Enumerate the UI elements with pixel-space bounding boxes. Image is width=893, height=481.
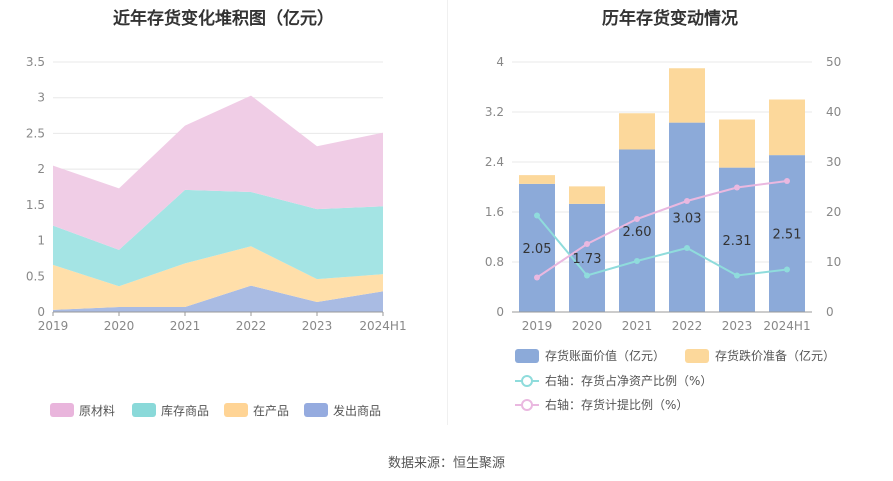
- left-legend-swatch: [224, 403, 248, 417]
- panel-divider: [447, 0, 448, 425]
- left-x-tick-label: 2019: [38, 319, 69, 333]
- right-legend-item[interactable]: 存货跌价准备（亿元）: [685, 348, 835, 363]
- bar-value-label: 2.05: [523, 242, 552, 257]
- bar-value-label: 2.51: [773, 228, 802, 243]
- right-right-axis-tick-label: 30: [826, 155, 841, 169]
- left-x-tick-label: 2024H1: [359, 319, 406, 333]
- right-chart-title: 历年存货变动情况: [602, 9, 738, 29]
- left-legend-item[interactable]: 在产品: [224, 403, 289, 418]
- line-point-1: [634, 216, 640, 222]
- right-legend-marker: [521, 399, 533, 411]
- left-legend-swatch: [304, 403, 328, 417]
- right-legend-label: 右轴：存货计提比例（%）: [545, 397, 688, 412]
- right-left-axis-tick-label: 1.6: [485, 205, 504, 219]
- line-series-0: [536, 214, 788, 277]
- bar-series-0: [519, 183, 555, 312]
- right-legend-label: 存货账面价值（亿元）: [545, 348, 665, 363]
- right-right-axis-tick-label: 0: [826, 305, 834, 319]
- line-point-1: [534, 274, 540, 281]
- bar-series-0: [619, 149, 655, 312]
- left-legend-swatch: [132, 403, 156, 417]
- line-point-0: [634, 258, 640, 264]
- right-right-axis-tick-label: 50: [826, 55, 841, 69]
- left-legend-item[interactable]: 原材料: [50, 403, 115, 418]
- line-point-1: [734, 184, 740, 191]
- right-x-tick-label: 2021: [622, 319, 653, 333]
- right-right-axis-tick-label: 20: [826, 205, 841, 219]
- left-legend-item[interactable]: 发出商品: [304, 403, 381, 418]
- stacked-area-chart: 0 0.5 1 1.5 2 2.5 3 3.5 2019 2020 2021 2022 2023 2024…: [26, 55, 407, 418]
- left-y-tick-label: 2.5: [26, 126, 45, 140]
- left-y-tick-label: 1: [37, 234, 45, 248]
- bar-series-1: [619, 113, 655, 150]
- right-legend-marker: [521, 375, 533, 387]
- right-x-tick-label: 2020: [572, 319, 603, 333]
- left-x-tick-label: 2023: [302, 319, 333, 333]
- bar-value-label: 3.03: [673, 211, 702, 226]
- bar-series-0: [669, 122, 705, 312]
- stacked-area-chart-panel: 近年存货变化堆积图（亿元） 0 0.5 1 1.5 2 2.5 3 3.5 2019 2020 20…: [0, 0, 447, 440]
- line-point-1: [784, 178, 790, 184]
- left-legend-label: 发出商品: [333, 403, 381, 418]
- right-legend-item[interactable]: 右轴：存货占净资产比例（%）: [515, 373, 712, 388]
- right-left-axis-tick-label: 3.2: [485, 105, 504, 119]
- right-legend-item[interactable]: 右轴：存货计提比例（%）: [515, 397, 688, 412]
- left-x-tick-label: 2021: [170, 319, 201, 333]
- area-series-1: [53, 246, 383, 310]
- right-x-tick-label: 2019: [522, 319, 553, 333]
- left-y-tick-label: 2: [37, 162, 45, 176]
- left-legend-item[interactable]: 库存商品: [132, 403, 209, 418]
- right-left-axis-tick-label: 4: [496, 55, 504, 69]
- right-legend-label: 右轴：存货占净资产比例（%）: [545, 373, 712, 388]
- left-legend-label: 原材料: [79, 404, 115, 418]
- left-x-tick-label: 2022: [236, 319, 267, 333]
- left-x-tick-label: 2020: [104, 319, 135, 333]
- area-series-0: [53, 285, 383, 312]
- left-legend-swatch: [50, 403, 74, 417]
- left-legend-label: 在产品: [253, 404, 289, 418]
- bar-value-label: 1.73: [573, 252, 602, 267]
- right-legend-swatch: [685, 349, 709, 363]
- area-series-2: [53, 189, 383, 287]
- right-right-axis-tick-label: 10: [826, 255, 841, 269]
- right-left-axis-tick-label: 2.4: [485, 155, 504, 169]
- right-legend-label: 存货跌价准备（亿元）: [715, 348, 835, 363]
- bar-series-0: [569, 203, 605, 312]
- bar-series-1: [669, 68, 705, 123]
- bar-line-chart-panel: 历年存货变动情况 0 0.8 1.6 2.4 3.2 4 0 10 20 30 40 50 2019 20…: [447, 0, 893, 440]
- right-x-tick-label: 2022: [672, 319, 703, 333]
- right-legend-swatch: [515, 349, 539, 363]
- bar-value-label: 2.60: [623, 225, 652, 240]
- line-series-1: [536, 180, 788, 279]
- line-point-1: [584, 241, 590, 247]
- line-point-0: [584, 272, 590, 279]
- bar-series-1: [719, 119, 755, 168]
- left-y-tick-label: 3.5: [26, 55, 45, 69]
- left-y-tick-label: 1.5: [26, 198, 45, 212]
- right-left-axis-tick-label: 0.8: [485, 255, 504, 269]
- right-x-tick-label: 2024H1: [763, 319, 810, 333]
- line-point-1: [684, 198, 690, 204]
- bar-series-1: [769, 99, 805, 156]
- line-point-0: [734, 272, 740, 279]
- left-chart-title: 近年存货变化堆积图（亿元）: [113, 9, 334, 29]
- left-y-tick-label: 3: [37, 91, 45, 105]
- area-series-3: [53, 95, 383, 250]
- line-point-0: [534, 212, 540, 219]
- bar-value-label: 2.31: [723, 234, 752, 249]
- left-y-tick-label: 0.5: [26, 269, 45, 283]
- right-legend-item[interactable]: 存货账面价值（亿元）: [515, 348, 665, 363]
- line-point-0: [784, 266, 790, 273]
- bar-series-1: [569, 186, 605, 204]
- right-left-axis-tick-label: 0: [496, 305, 504, 319]
- line-point-0: [684, 245, 690, 251]
- left-y-tick-label: 0: [37, 305, 45, 319]
- bar-series-1: [519, 175, 555, 184]
- left-legend-label: 库存商品: [161, 403, 209, 418]
- data-source-note: 数据来源：恒生聚源: [387, 456, 505, 471]
- right-right-axis-tick-label: 40: [826, 105, 841, 119]
- right-x-tick-label: 2023: [722, 319, 753, 333]
